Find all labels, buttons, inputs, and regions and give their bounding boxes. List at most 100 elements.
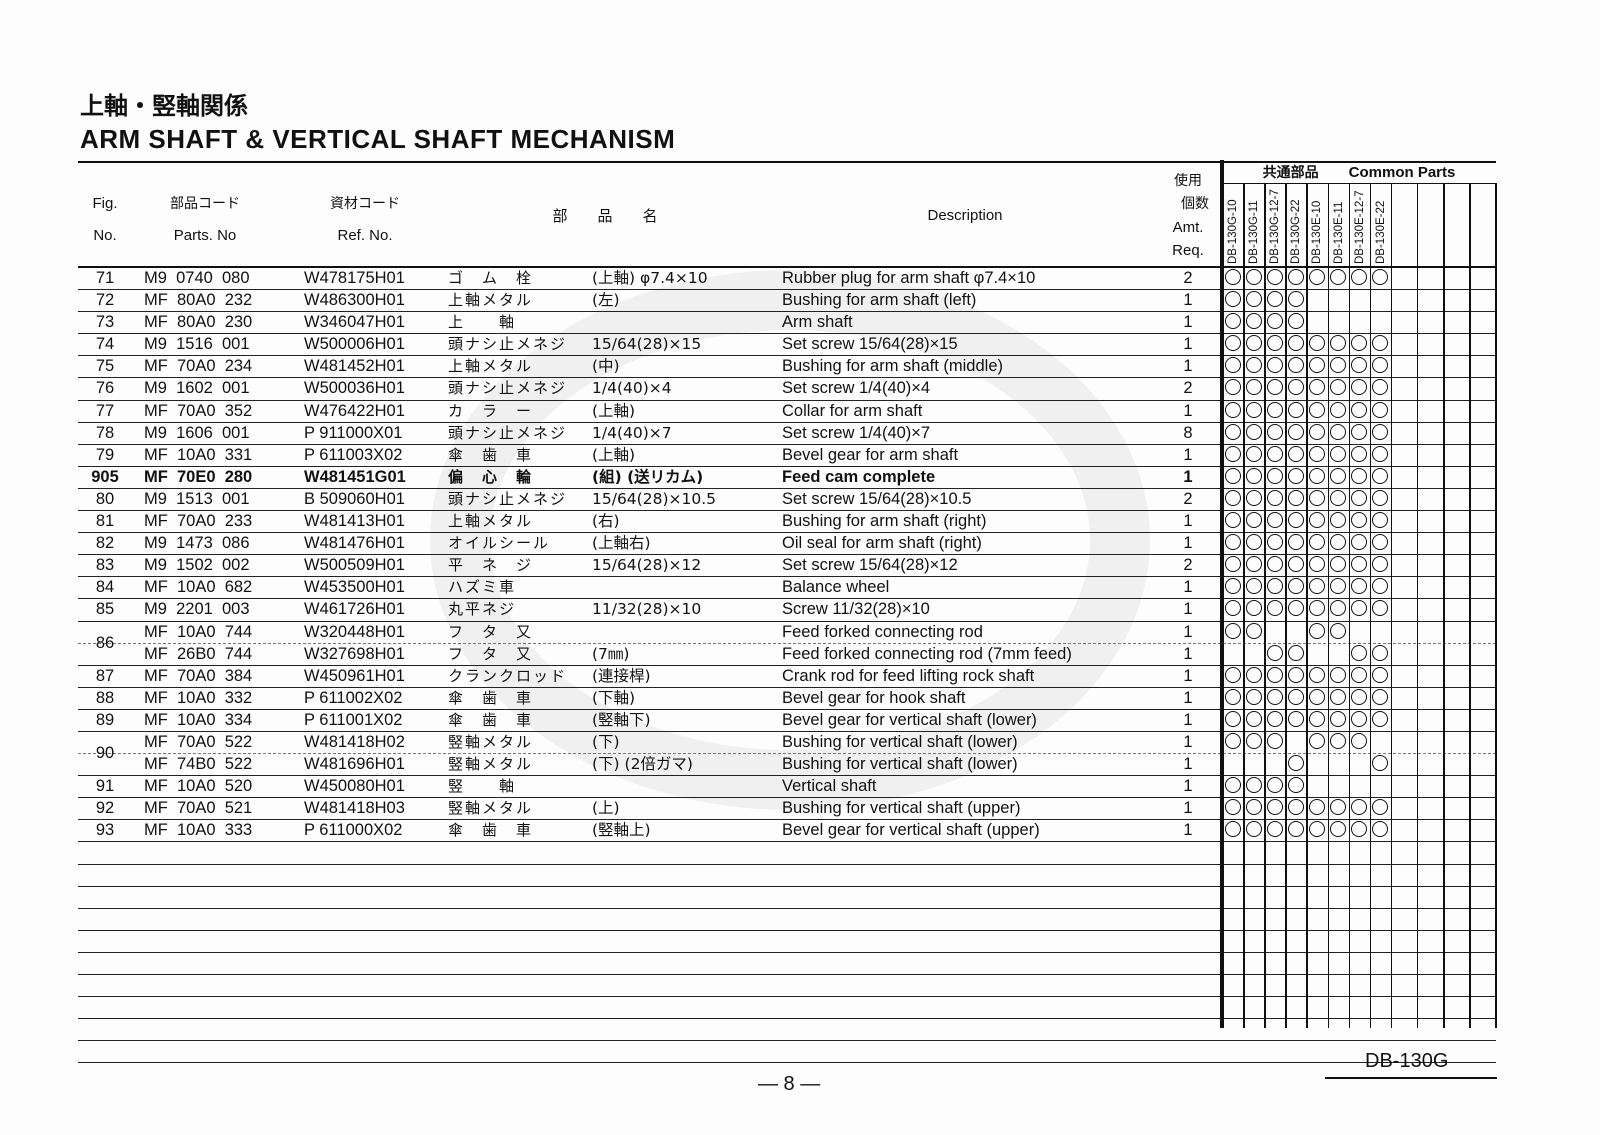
cell-pn: M9 0740 080 (144, 269, 250, 287)
common-part-mark-circle (1308, 821, 1325, 838)
cell-ref: P 611000X02 (304, 821, 403, 840)
cell-fig: 81 (95, 512, 115, 531)
common-part-mark-circle (1308, 379, 1325, 396)
header-parts-en: Parts. No (173, 227, 237, 244)
cell-spec: (上) (592, 799, 620, 818)
common-part-mark-circle (1351, 423, 1368, 440)
cell-fig: 77 (95, 401, 115, 420)
common-part-mark-circle (1245, 512, 1262, 529)
common-part-mark-circle (1266, 512, 1283, 529)
cell-amt: 2 (1183, 556, 1193, 575)
common-part-mark-circle (1224, 688, 1241, 705)
cell-ref: W450080H01 (304, 777, 405, 796)
header-fig: Fig. No. (80, 188, 130, 252)
cell-jp: 頭ナシ止メネジ (448, 423, 568, 442)
cell-desc: Screw 11/32(28)×10 (782, 600, 930, 619)
cell-ref: W481413H01 (304, 512, 405, 531)
cell-pn: MF 70E0 280 (144, 467, 253, 486)
cell-spec: (中) (592, 357, 620, 376)
common-part-mark-circle (1224, 445, 1241, 462)
common-part-mark-circle (1351, 644, 1368, 661)
column-divider (1222, 160, 1224, 1028)
cell-jp: 竪 軸 (448, 777, 517, 796)
header-amount-en1: Amt. (1172, 219, 1204, 236)
cell-amt: 1 (1183, 578, 1193, 597)
cell-pn: M9 1473 086 (144, 534, 250, 553)
cell-amt: 1 (1183, 600, 1193, 619)
header-ref-en: Ref. No. (337, 227, 393, 244)
cell-spec: 15/64(28)×12 (592, 556, 702, 575)
table-row: 87 MF 70A0 384 W450961H01 クランクロッド (連接桿) Crank… (78, 666, 1496, 688)
common-part-mark-circle (1266, 644, 1283, 661)
table-row: 81 MF 70A0 233 W481413H01 上軸メタル (右) Bushing f… (78, 511, 1496, 534)
cell-pn: M9 1516 001 (144, 335, 250, 354)
common-part-mark-circle (1330, 666, 1346, 683)
page-number: — 8 — (758, 1073, 821, 1095)
cell-jp: 上軸メタル (448, 291, 534, 310)
table-row: 73 MF 80A0 230 W346047H01 上 軸 Arm shaft 1 (78, 312, 1496, 335)
common-part-mark-circle (1351, 269, 1368, 285)
common-part-mark-circle (1372, 710, 1389, 727)
table-row: 92 MF 70A0 521 W481418H03 竪軸メタル (上) Bushing f… (78, 798, 1496, 821)
common-part-mark-circle (1372, 445, 1389, 462)
common-part-mark-circle (1330, 335, 1346, 352)
cell-desc: Crank rod for feed lifting rock shaft (782, 666, 1035, 685)
header-parts-no: 部品コード Parts. No (150, 188, 260, 252)
header-common-jp: 共通部品 (1262, 165, 1319, 181)
common-part-mark-circle (1266, 467, 1283, 484)
cell-desc: Feed forked connecting rod (782, 622, 983, 641)
common-part-mark-circle (1224, 710, 1241, 727)
common-part-mark-circle (1372, 401, 1389, 418)
cell-desc: Set screw 15/64(28)×10.5 (782, 489, 972, 508)
cell-ref: W500006H01 (304, 335, 405, 354)
common-part-mark-circle (1224, 821, 1241, 838)
common-part-mark-circle (1330, 821, 1346, 838)
cell-amt: 1 (1183, 732, 1193, 751)
table-row: 72 MF 80A0 232 W486300H01 上軸メタル (左) Bushing f… (78, 290, 1496, 313)
cell-desc: Feed cam complete (782, 467, 936, 486)
footer-rule (1325, 1077, 1497, 1079)
common-part-mark-circle (1372, 821, 1389, 838)
cell-desc: Bushing for arm shaft (right) (782, 512, 987, 531)
cell-ref: W481452H01 (304, 357, 405, 376)
empty-row (78, 931, 1496, 953)
cell-pn: MF 10A0 334 (144, 710, 253, 729)
cell-amt: 1 (1183, 291, 1193, 310)
common-part-mark-circle (1351, 688, 1368, 705)
common-part-mark-circle (1351, 821, 1368, 838)
common-part-mark-circle (1351, 512, 1368, 529)
common-part-mark-circle (1245, 489, 1262, 506)
cell-jp: クランクロッド (448, 666, 568, 685)
cell-fig: 73 (95, 313, 115, 332)
common-part-mark-circle (1287, 313, 1304, 330)
common-part-mark-circle (1224, 401, 1241, 418)
column-divider (1495, 183, 1497, 1028)
cell-pn: MF 70A0 234 (144, 357, 253, 376)
column-divider (1264, 183, 1266, 1028)
common-part-mark-circle (1330, 357, 1346, 374)
cell-pn: MF 10A0 744 (144, 622, 253, 641)
cell-spec: (右) (592, 512, 620, 531)
cell-spec: (上軸) φ7.4×10 (592, 269, 708, 287)
cell-spec: 15/64(28)×10.5 (592, 489, 716, 508)
common-part-mark-circle (1287, 556, 1304, 573)
common-part-mark-circle (1330, 467, 1346, 484)
table-row: 79 MF 10A0 331 P 611003X02 傘 歯 車 (上軸) Bevel g… (78, 445, 1496, 467)
table-row: 80 M9 1513 001 B 509060H01 頭ナシ止メネジ 15/64(28)… (78, 489, 1496, 512)
common-part-mark-circle (1266, 445, 1283, 462)
cell-jp: 竪軸メタル (448, 732, 534, 751)
common-part-mark-circle (1245, 379, 1262, 396)
common-part-mark-circle (1287, 423, 1304, 440)
cell-desc: Bevel gear for vertical shaft (lower) (782, 710, 1037, 729)
cell-jp: カ ラ ー (448, 401, 534, 420)
model-column-header: DB-130G-22 (1290, 199, 1303, 264)
common-part-mark-circle (1245, 357, 1262, 374)
cell-ref: P 611002X02 (304, 688, 403, 707)
cell-fig: 71 (95, 269, 115, 287)
cell-spec: (7㎜) (592, 644, 630, 663)
table-row: 71 M9 0740 080 W478175H01 ゴ ム 栓 (上軸) φ7.4×10… (78, 268, 1496, 291)
header-description: Description (927, 207, 1003, 224)
common-part-mark-circle (1266, 313, 1283, 330)
cell-fig: 83 (95, 556, 115, 575)
common-part-mark-circle (1372, 578, 1389, 595)
